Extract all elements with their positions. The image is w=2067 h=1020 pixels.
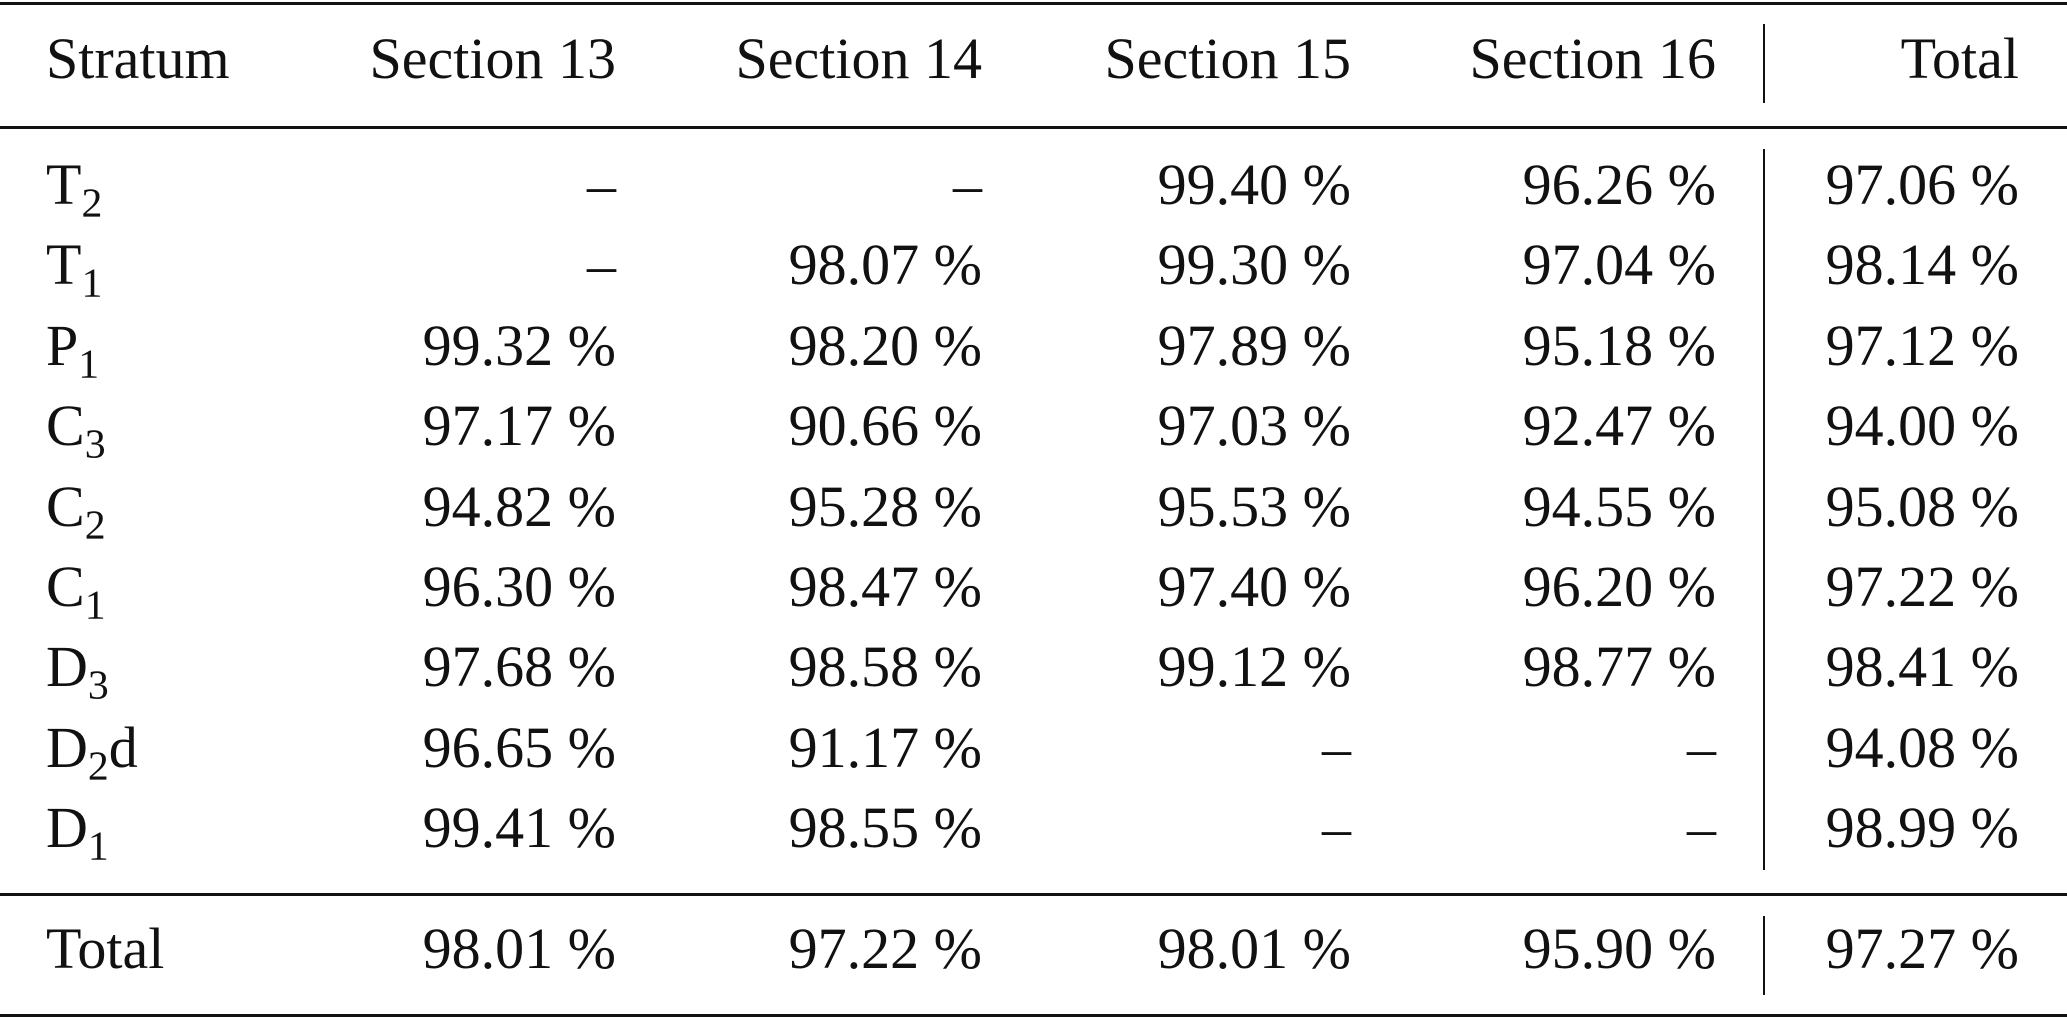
total-rule: [0, 893, 2067, 896]
header-cell: Stratum: [46, 26, 230, 91]
stratum-main: D: [46, 634, 88, 700]
stratum-label: C2: [46, 477, 106, 546]
cell: 97.40 %: [1157, 554, 1351, 619]
total-label: Total: [46, 916, 165, 981]
stratum-label: T1: [46, 236, 102, 305]
stratum-suffix: d: [108, 714, 138, 780]
cell: 90.66 %: [788, 393, 982, 459]
stratum-sub: 1: [81, 260, 103, 307]
cell: 97.06 %: [1825, 152, 2019, 217]
cell: 98.47 %: [788, 554, 982, 619]
stratum-sub: 1: [87, 823, 109, 870]
cell: 99.12 %: [1157, 634, 1351, 700]
total-cell: 98.01 %: [422, 916, 616, 981]
stratum-main: T: [46, 152, 82, 217]
stratum-label: C1: [46, 558, 106, 627]
cell: 96.26 %: [1522, 152, 1716, 217]
cell: –: [953, 152, 982, 217]
header-cell: Section 15: [1104, 26, 1351, 91]
cell: 98.14 %: [1825, 232, 2019, 298]
cell: 96.20 %: [1522, 554, 1716, 619]
cell: 97.68 %: [422, 634, 616, 700]
cell: –: [1687, 795, 1716, 861]
stratum-label: P1: [46, 316, 99, 385]
cell: 97.03 %: [1157, 393, 1351, 459]
column-divider: [1763, 149, 1765, 870]
header-rule: [0, 126, 2067, 129]
header-cell: Section 14: [735, 26, 982, 91]
cell: 95.08 %: [1825, 473, 2019, 539]
stratum-label: T2: [46, 156, 102, 225]
stratum-sub: 1: [78, 341, 100, 388]
stratum-main: T: [46, 232, 82, 298]
cell: 98.55 %: [788, 795, 982, 861]
cell: 98.07 %: [788, 232, 982, 298]
cell: 94.00 %: [1825, 393, 2019, 459]
stratum-sub: 2: [81, 180, 103, 227]
stratum-main: D: [46, 714, 88, 780]
cell: 96.65 %: [422, 714, 616, 780]
cell: 97.22 %: [1825, 554, 2019, 619]
stratum-main: C: [46, 473, 85, 539]
cell: 96.30 %: [422, 554, 616, 619]
cell: 95.53 %: [1157, 473, 1351, 539]
stratum-sub: 3: [84, 421, 106, 468]
column-divider: [1763, 24, 1765, 103]
total-cell: 98.01 %: [1157, 916, 1351, 981]
cell: –: [1687, 714, 1716, 780]
stratum-main: C: [46, 393, 85, 459]
cell: 94.82 %: [422, 473, 616, 539]
header-cell: Total: [1900, 26, 2019, 91]
cell: 94.08 %: [1825, 714, 2019, 780]
total-cell: 97.27 %: [1825, 916, 2019, 981]
column-divider: [1763, 916, 1765, 995]
stratum-label: D2d: [46, 718, 138, 787]
cell: –: [1322, 714, 1351, 780]
top-rule: [0, 2, 2067, 5]
cell: 98.77 %: [1522, 634, 1716, 700]
stratum-label: D3: [46, 638, 109, 707]
cell: –: [587, 232, 616, 298]
cell: 97.89 %: [1157, 312, 1351, 378]
cell: 99.40 %: [1157, 152, 1351, 217]
header-cell: Section 13: [369, 26, 616, 91]
cell: –: [587, 152, 616, 217]
cell: 97.12 %: [1825, 312, 2019, 378]
stratum-label: C3: [46, 397, 106, 466]
cell: 95.28 %: [788, 473, 982, 539]
cell: 97.04 %: [1522, 232, 1716, 298]
cell: 99.32 %: [422, 312, 616, 378]
cell: 92.47 %: [1522, 393, 1716, 459]
bottom-rule: [0, 1014, 2067, 1017]
stratum-sub: 3: [87, 662, 109, 709]
cell: 97.17 %: [422, 393, 616, 459]
stratum-sub: 2: [87, 743, 109, 790]
stratum-sub: 1: [84, 582, 106, 629]
total-cell: 95.90 %: [1522, 916, 1716, 981]
stratum-main: C: [46, 554, 85, 619]
cell: 98.99 %: [1825, 795, 2019, 861]
stratum-sub: 2: [84, 502, 106, 549]
cell: 91.17 %: [788, 714, 982, 780]
stratum-main: D: [46, 795, 88, 861]
total-cell: 97.22 %: [788, 916, 982, 981]
stratum-label: D1: [46, 799, 109, 868]
cell: 95.18 %: [1522, 312, 1716, 378]
cell: 94.55 %: [1522, 473, 1716, 539]
cell: 99.41 %: [422, 795, 616, 861]
cell: 99.30 %: [1157, 232, 1351, 298]
header-cell: Section 16: [1469, 26, 1716, 91]
cell: 98.20 %: [788, 312, 982, 378]
cell: 98.41 %: [1825, 634, 2019, 700]
stratum-main: P: [46, 312, 79, 378]
cell: –: [1322, 795, 1351, 861]
cell: 98.58 %: [788, 634, 982, 700]
